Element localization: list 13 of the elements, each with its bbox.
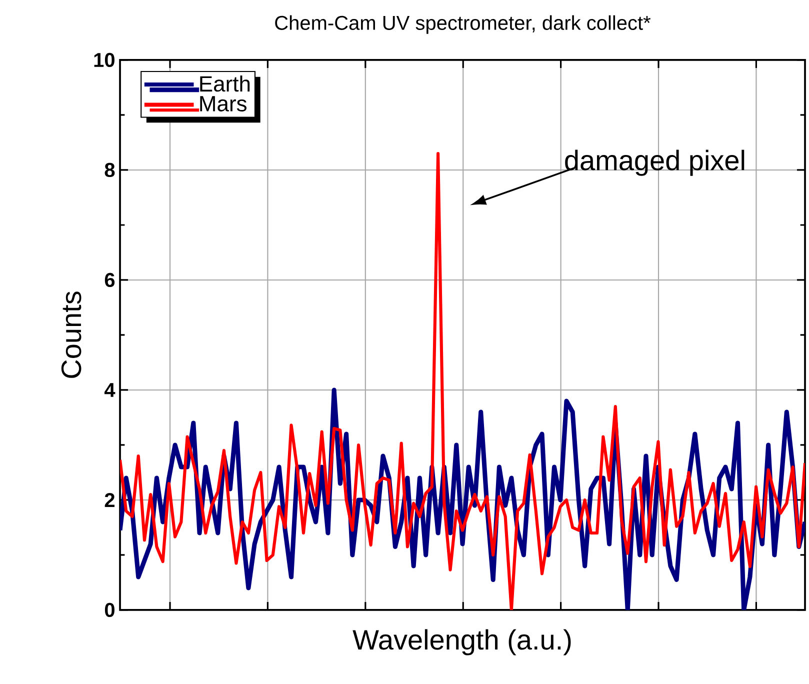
y-axis-title: Counts: [61, 292, 82, 378]
y-tick-label: 6: [104, 272, 115, 288]
y-tick-label: 4: [104, 383, 116, 397]
y-tick-label: 8: [104, 162, 115, 178]
line-series: [120, 152, 806, 610]
legend-label: Earth: [200, 76, 250, 92]
annotation: damaged pixel: [565, 150, 744, 176]
x-axis-title: Wavelength (a.u.): [352, 629, 571, 656]
y-tick-label: 2: [104, 493, 114, 507]
legend-label: Mars: [200, 96, 246, 112]
chart-title: Chem-Cam UV spectrometer, dark collect*: [275, 15, 651, 34]
y-tick-label: 10: [94, 52, 114, 68]
y-tick-label: 0: [104, 602, 114, 618]
